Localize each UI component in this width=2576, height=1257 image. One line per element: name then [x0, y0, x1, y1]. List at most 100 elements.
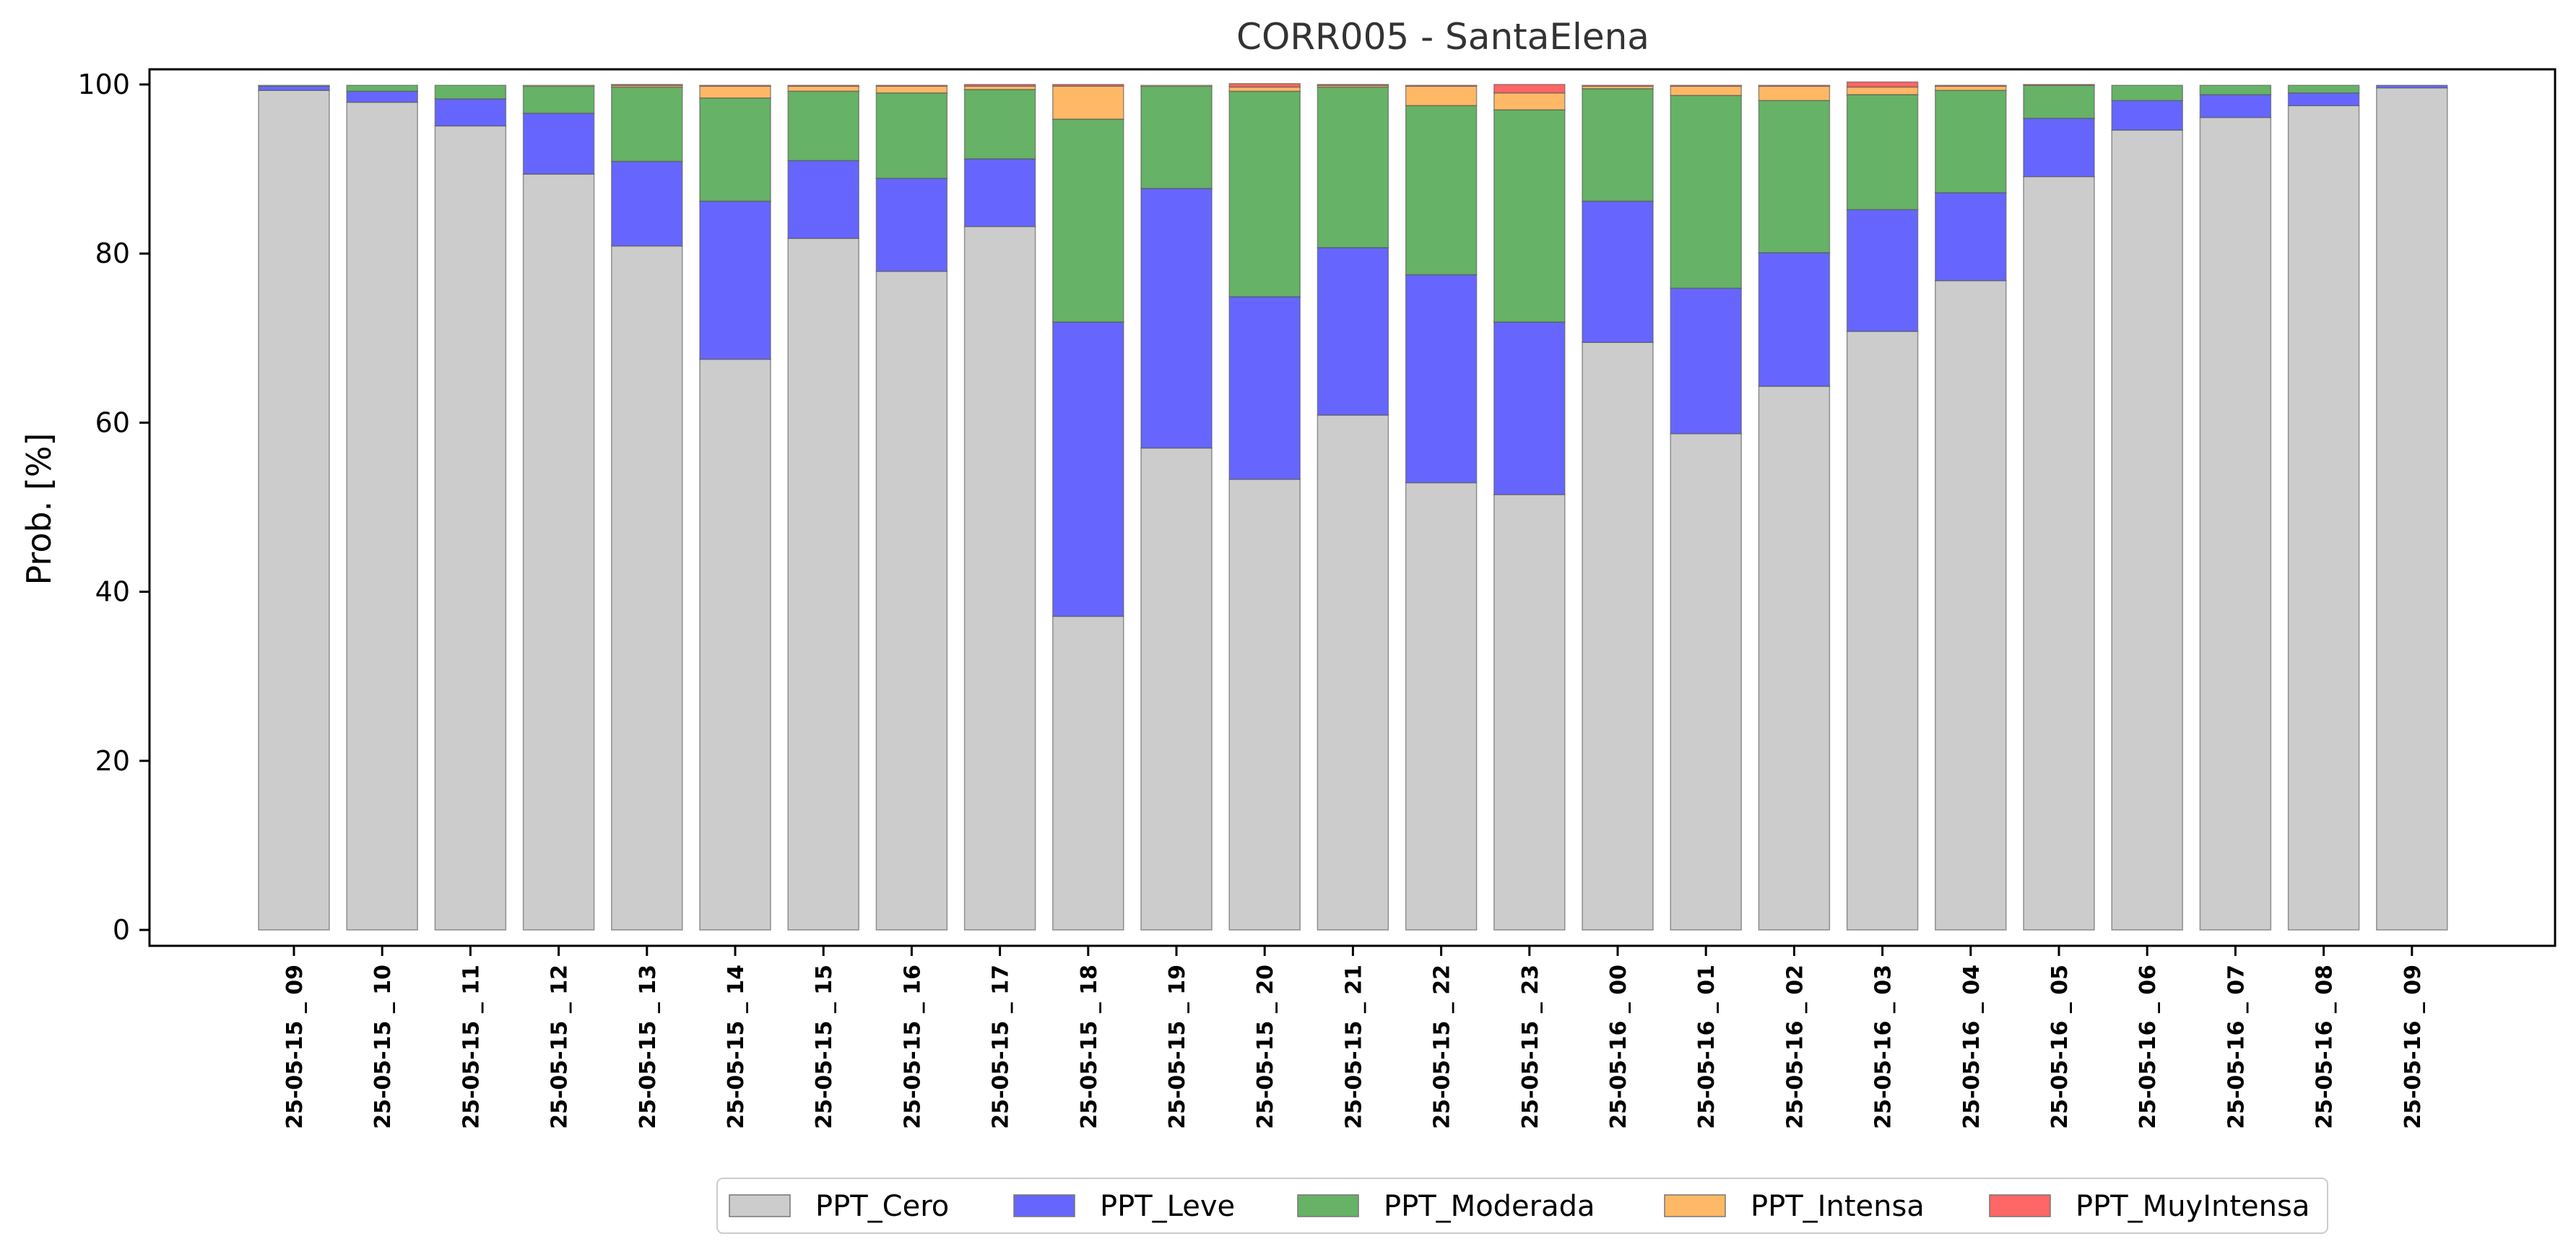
- bar-ppt-cero-15: [1582, 342, 1654, 931]
- bar-ppt-leve-17: [1758, 252, 1831, 387]
- bar-ppt-intensa-9: [1052, 85, 1124, 120]
- x-tick-label-4: 25-05-15 _ 13: [636, 965, 661, 1129]
- bar-ppt-muyintensa-11: [1228, 83, 1301, 88]
- bar-ppt-leve-15: [1582, 200, 1654, 343]
- bar-ppt-leve-19: [1935, 192, 2007, 282]
- bar-ppt-moderada-21: [2111, 84, 2183, 102]
- bar-ppt-cero-14: [1493, 494, 1566, 931]
- legend-swatch-1: [1013, 1194, 1075, 1217]
- bar-ppt-intensa-3: [522, 84, 595, 87]
- bar-ppt-moderada-23: [2287, 84, 2360, 94]
- bar-ppt-muyintensa-17: [1758, 84, 1831, 87]
- bar-ppt-moderada-4: [611, 86, 683, 162]
- y-tick-label-3: 60: [95, 406, 130, 438]
- bar-ppt-moderada-22: [2199, 84, 2272, 95]
- bar-ppt-leve-3: [522, 113, 595, 175]
- y-tick-label-0: 0: [113, 914, 130, 946]
- bar-ppt-moderada-10: [1140, 85, 1213, 189]
- bar-ppt-leve-16: [1670, 287, 1742, 435]
- x-tick-label-22: 25-05-16 _ 07: [2224, 965, 2249, 1129]
- bar-ppt-leve-1: [346, 90, 418, 103]
- bar-ppt-leve-5: [699, 200, 771, 360]
- x-tick-label-20: 25-05-16 _ 05: [2047, 965, 2073, 1129]
- x-tick-label-14: 25-05-15 _ 23: [1518, 965, 1543, 1129]
- x-tick-label-3: 25-05-15 _ 12: [547, 965, 573, 1129]
- bar-ppt-leve-0: [258, 85, 330, 91]
- plot-frame: [148, 68, 2557, 947]
- x-tick-label-10: 25-05-15 _ 19: [1165, 965, 1190, 1129]
- legend-label-4: PPT_MuyIntensa: [2076, 1190, 2310, 1223]
- bar-ppt-leve-24: [2376, 84, 2448, 89]
- bar-ppt-cero-21: [2111, 129, 2183, 931]
- y-tick-label-1: 20: [95, 745, 130, 777]
- bar-ppt-moderada-1: [346, 84, 418, 92]
- bar-ppt-muyintensa-6: [787, 84, 859, 87]
- bar-ppt-muyintensa-9: [1052, 84, 1124, 87]
- bar-ppt-leve-7: [875, 178, 948, 272]
- bar-ppt-cero-17: [1758, 386, 1831, 931]
- bar-ppt-cero-19: [1935, 279, 2007, 931]
- y-axis-label: Prob. [%]: [19, 432, 58, 585]
- bar-ppt-leve-22: [2199, 94, 2272, 118]
- x-tick-label-18: 25-05-16 _ 03: [1871, 965, 1896, 1129]
- legend-swatch-3: [1664, 1194, 1726, 1217]
- bar-ppt-leve-12: [1317, 247, 1389, 416]
- x-tick-label-5: 25-05-15 _ 14: [724, 965, 749, 1129]
- bar-ppt-leve-14: [1493, 321, 1566, 495]
- bar-ppt-leve-18: [1846, 209, 1919, 332]
- bar-ppt-muyintensa-12: [1317, 84, 1389, 86]
- bar-ppt-intensa-14: [1493, 92, 1566, 110]
- legend-swatch-2: [1297, 1194, 1359, 1217]
- bar-ppt-leve-2: [434, 98, 507, 127]
- bar-ppt-cero-7: [875, 271, 948, 931]
- bar-ppt-moderada-7: [875, 92, 948, 179]
- bar-ppt-muyintensa-14: [1493, 84, 1566, 94]
- bar-ppt-moderada-0: [258, 84, 330, 87]
- bars-group: [258, 81, 2448, 931]
- bar-ppt-cero-5: [699, 358, 771, 931]
- x-tick-label-12: 25-05-15 _ 21: [1341, 965, 1366, 1129]
- bar-ppt-moderada-15: [1582, 88, 1654, 202]
- x-tick-label-9: 25-05-15 _ 18: [1077, 965, 1102, 1129]
- bar-ppt-leve-21: [2111, 100, 2183, 131]
- x-tick-label-13: 25-05-15 _ 22: [1430, 965, 1455, 1129]
- bar-ppt-muyintensa-16: [1670, 84, 1742, 87]
- bar-ppt-cero-20: [2023, 175, 2095, 931]
- bar-ppt-intensa-10: [1140, 84, 1213, 87]
- bar-ppt-moderada-12: [1317, 86, 1389, 248]
- bar-ppt-cero-12: [1317, 414, 1389, 931]
- x-tick-label-15: 25-05-16 _ 00: [1606, 965, 1631, 1129]
- bar-ppt-cero-16: [1670, 432, 1742, 931]
- bar-ppt-leve-8: [963, 158, 1036, 227]
- y-tick-label-4: 80: [95, 238, 130, 269]
- legend-frame: [716, 1178, 2328, 1234]
- bar-ppt-leve-20: [2023, 118, 2095, 178]
- x-tick-label-19: 25-05-16 _ 04: [1959, 965, 1985, 1129]
- x-tick-label-2: 25-05-15 _ 11: [459, 965, 484, 1129]
- legend-label-2: PPT_Moderada: [1384, 1190, 1595, 1223]
- y-ticks-group: 0 20 40 60 80 100: [77, 69, 149, 946]
- bar-ppt-cero-11: [1228, 479, 1301, 931]
- x-tick-label-21: 25-05-16 _ 06: [2135, 965, 2161, 1129]
- bar-ppt-moderada-3: [522, 85, 595, 114]
- bar-ppt-leve-6: [787, 160, 859, 239]
- x-tick-label-1: 25-05-15 _ 10: [370, 965, 396, 1129]
- y-tick-label-2: 40: [95, 576, 130, 608]
- bar-ppt-moderada-20: [2023, 84, 2095, 119]
- bar-ppt-cero-4: [611, 245, 683, 931]
- x-tick-label-11: 25-05-15 _ 20: [1253, 965, 1278, 1129]
- bar-ppt-leve-9: [1052, 321, 1124, 617]
- bar-ppt-muyintensa-4: [611, 84, 683, 86]
- bar-ppt-muyintensa-8: [963, 84, 1036, 87]
- bar-ppt-moderada-5: [699, 97, 771, 202]
- bar-ppt-leve-23: [2287, 92, 2360, 107]
- legend-label-3: PPT_Intensa: [1751, 1190, 1925, 1223]
- bar-ppt-intensa-11: [1228, 86, 1301, 92]
- bar-ppt-cero-1: [346, 101, 418, 931]
- bar-ppt-moderada-13: [1405, 105, 1478, 276]
- x-tick-label-7: 25-05-15 _ 16: [900, 965, 925, 1129]
- bar-ppt-muyintensa-20: [2023, 84, 2095, 86]
- bar-ppt-cero-3: [522, 173, 595, 931]
- bar-ppt-muyintensa-19: [1935, 84, 2007, 87]
- bar-ppt-muyintensa-13: [1405, 84, 1478, 87]
